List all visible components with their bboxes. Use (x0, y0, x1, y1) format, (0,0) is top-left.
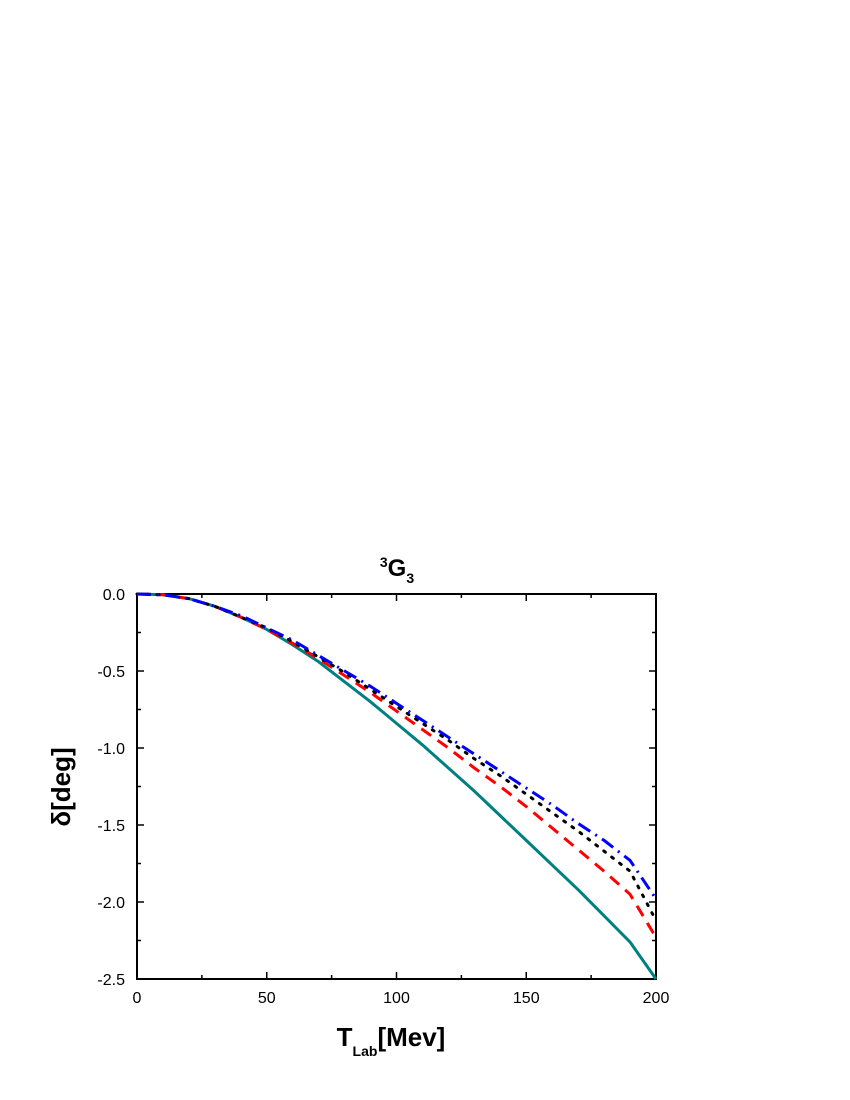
x-tick-label: 200 (643, 990, 670, 1007)
x-tick-label: 150 (513, 990, 540, 1007)
y-tick-label: -2.0 (97, 895, 125, 912)
series-line-dashdot (136, 592, 658, 900)
chart-title-sub: 3 (406, 570, 414, 586)
y-tick-label: -1.5 (97, 818, 125, 835)
plot-frame (136, 593, 657, 980)
x-axis-title-rest: [Mev] (377, 1022, 445, 1052)
x-axis-title-sub: Lab (353, 1043, 378, 1059)
axis-ticks (136, 593, 657, 980)
chart-title: 3G3 (380, 554, 414, 586)
series-line-solid (136, 592, 658, 980)
series-line-dashed (136, 592, 658, 939)
chart-title-pre-sup: 3 (380, 554, 388, 570)
series-lines (135, 592, 658, 980)
y-tick-label: -1.0 (97, 741, 125, 758)
x-tick-label: 50 (258, 990, 276, 1007)
y-tick-label: 0.0 (103, 587, 125, 604)
x-axis-title: TLab[Mev] (337, 1022, 446, 1059)
y-axis-title: δ[deg] (46, 747, 76, 826)
x-axis-title-main: T (337, 1022, 353, 1052)
chart-title-main: G (388, 555, 407, 582)
x-tick-label: 100 (383, 990, 410, 1007)
series-line-dotted (135, 592, 658, 922)
x-tick-label: 0 (133, 990, 142, 1007)
y-tick-label: -0.5 (97, 664, 125, 681)
plot-area (135, 592, 658, 980)
y-tick-label: -2.5 (97, 972, 125, 989)
